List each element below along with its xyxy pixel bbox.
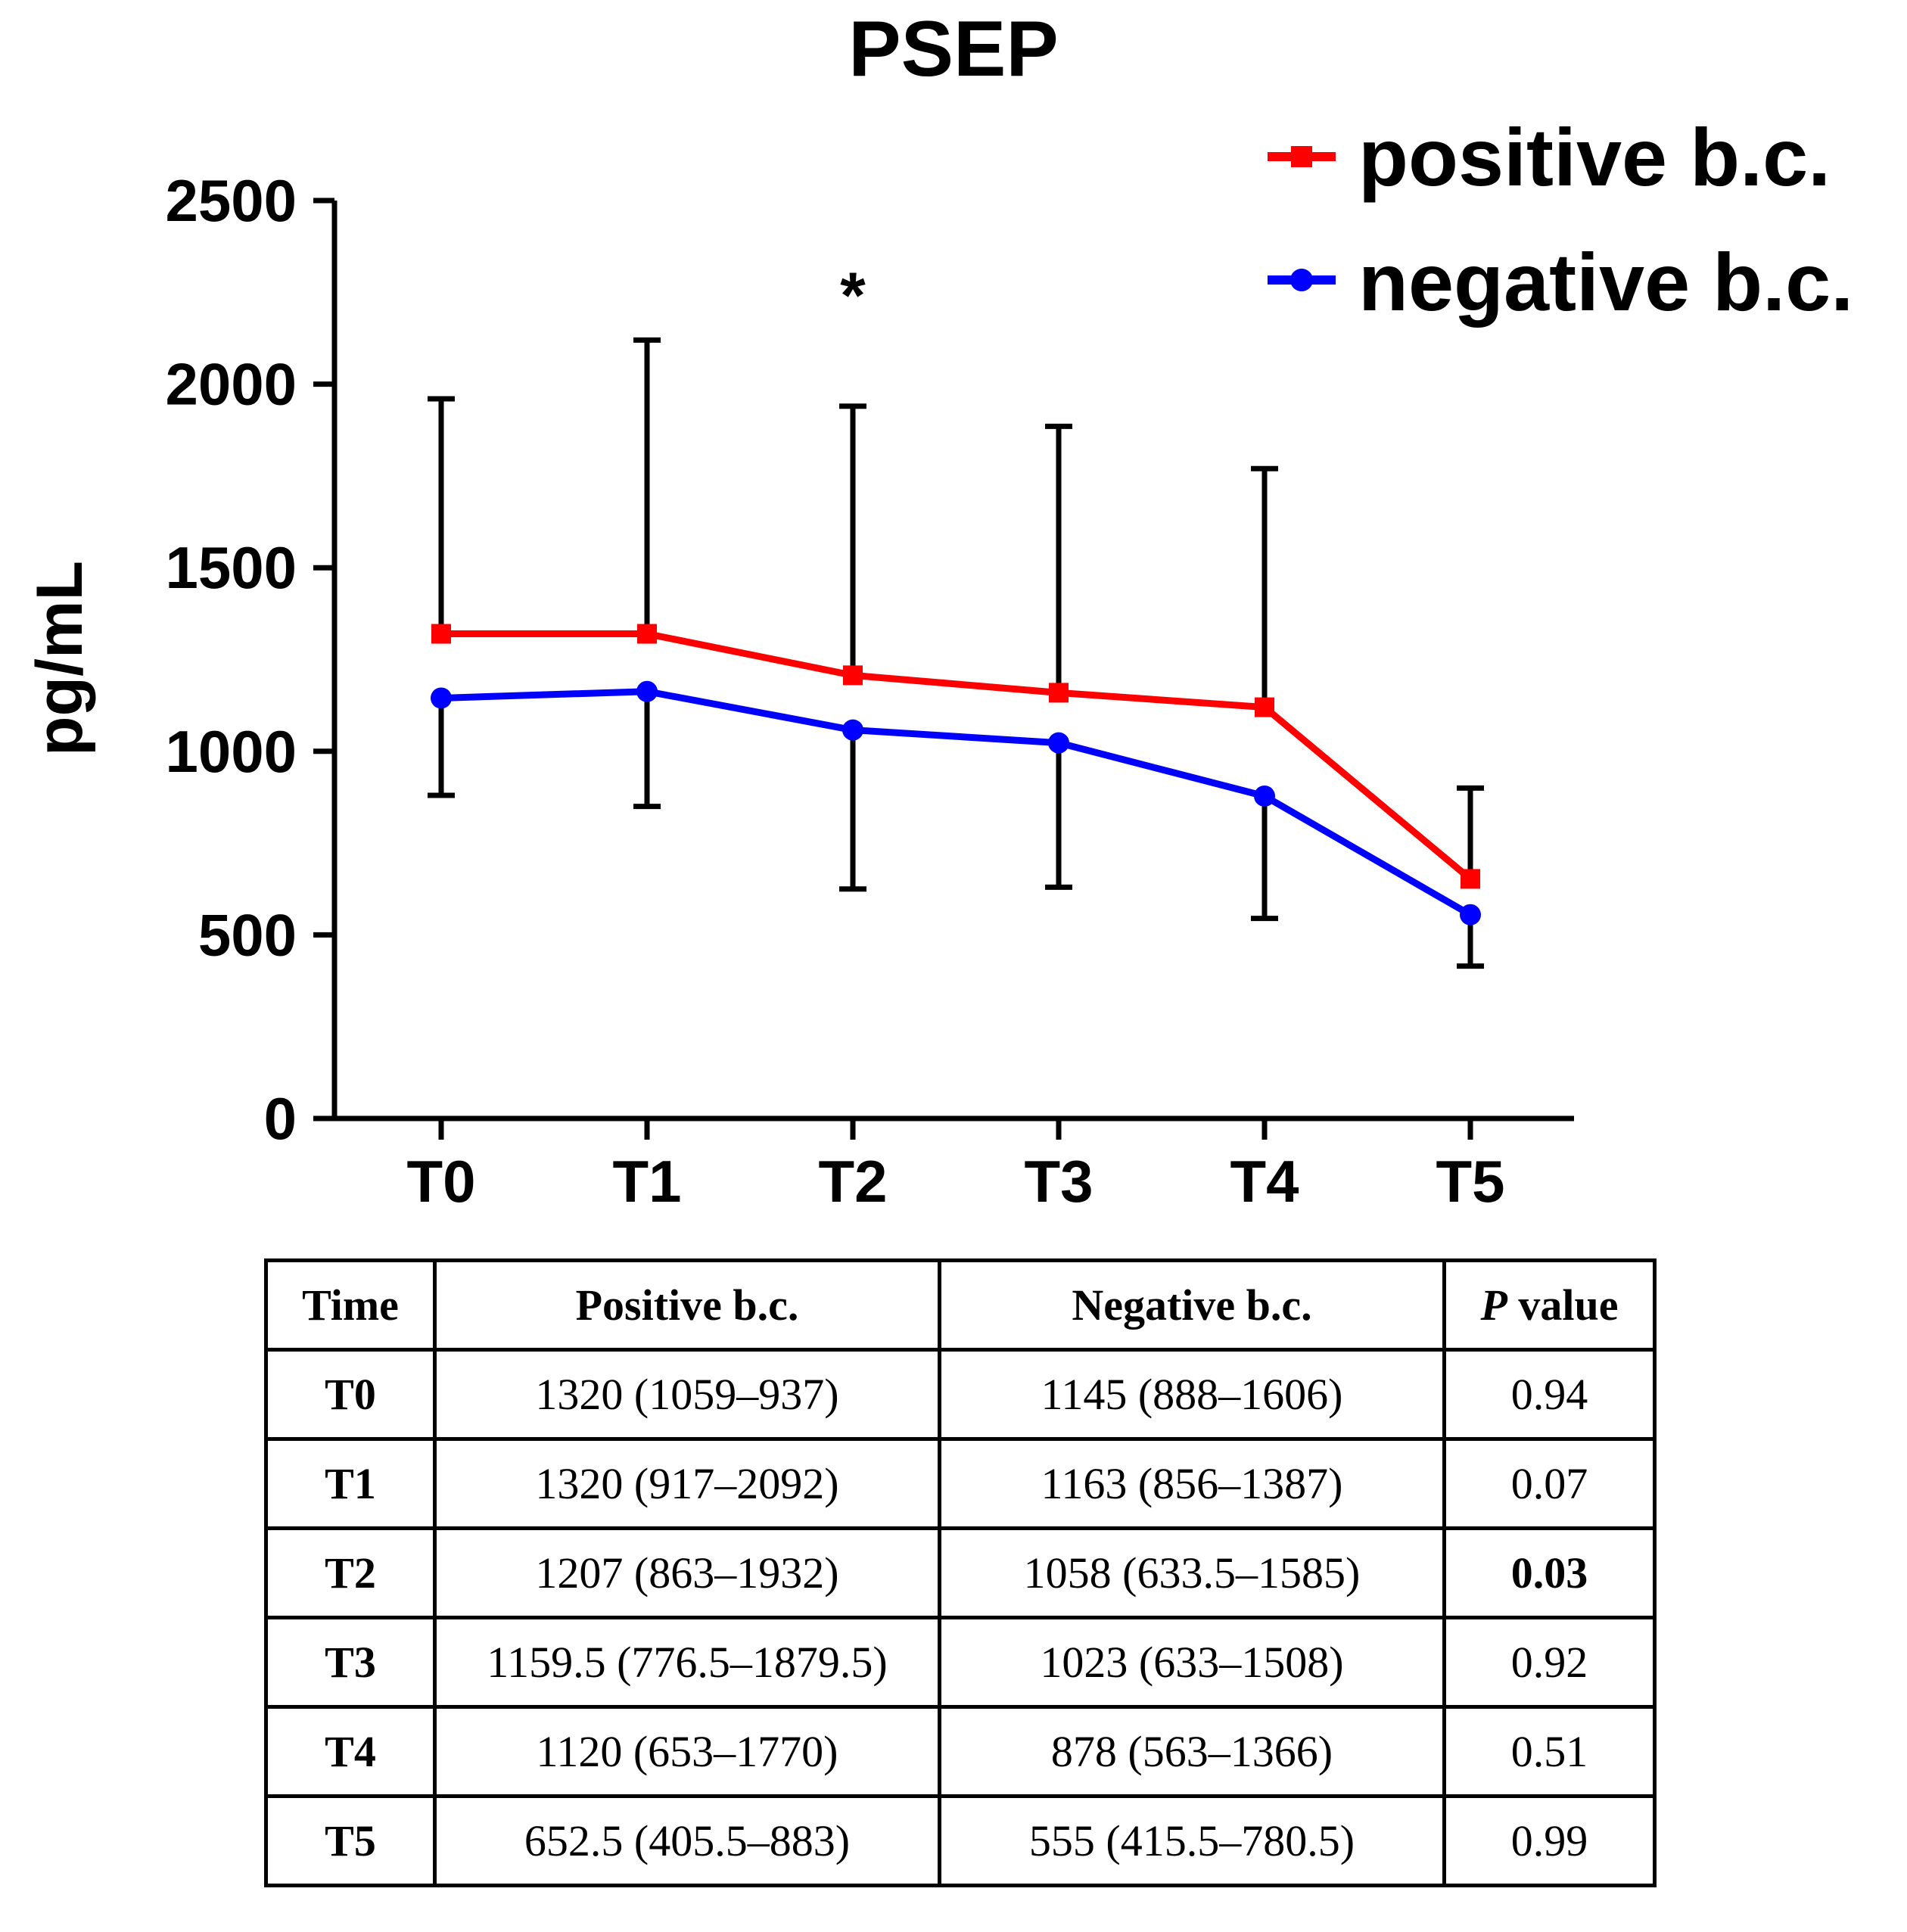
header-p-value: P value (1442, 1258, 1657, 1352)
axes: 0 500 1000 1500 2000 2500 T0 T1 T2 T3 T4 T5 (165, 167, 1574, 1215)
x-tick-label: T4 (1230, 1148, 1299, 1215)
data-point-positive (637, 624, 657, 644)
data-point-positive (1461, 869, 1480, 889)
cell-time: T3 (264, 1616, 437, 1709)
table-row: T1 1320 (917–2092) 1163 (856–1387) 0.07 (264, 1437, 1657, 1530)
cell-time: T1 (264, 1437, 437, 1530)
data-table: Time Positive b.c. Negative b.c. P value… (264, 1258, 1657, 1887)
cell-p-value: 0.07 (1442, 1437, 1657, 1530)
table-row: T3 1159.5 (776.5–1879.5) 1023 (633–1508)… (264, 1616, 1657, 1709)
significance-star: * (840, 260, 866, 332)
series-line-positive (441, 630, 1473, 882)
cell-positive: 1120 (653–1770) (433, 1705, 941, 1798)
header-p-italic: P (1480, 1280, 1507, 1330)
y-tick-label: 1500 (165, 534, 297, 601)
legend-marker-negative (1290, 269, 1313, 291)
series-line-negative (440, 688, 1473, 918)
cell-positive: 1320 (1059–937) (433, 1348, 941, 1441)
data-point-positive (1049, 683, 1069, 703)
legend: positive b.c. negative b.c. (1268, 111, 1853, 328)
header-positive: Positive b.c. (433, 1258, 941, 1352)
cell-time: T5 (264, 1794, 437, 1887)
data-point-negative (1048, 732, 1069, 754)
cell-positive: 1207 (863–1932) (433, 1526, 941, 1619)
data-point-positive (843, 665, 863, 686)
legend-label-positive: positive b.c. (1358, 111, 1831, 203)
table-row: T4 1120 (653–1770) 878 (563–1366) 0.51 (264, 1705, 1657, 1798)
cell-negative: 1145 (888–1606) (938, 1348, 1446, 1441)
table-row: T0 1320 (1059–937) 1145 (888–1606) 0.94 (264, 1348, 1657, 1441)
cell-negative: 1058 (633.5–1585) (938, 1526, 1446, 1619)
series-group (431, 624, 1481, 926)
data-point-negative (431, 687, 452, 709)
header-negative: Negative b.c. (938, 1258, 1446, 1352)
cell-time: T2 (264, 1526, 437, 1619)
cell-p-value: 0.99 (1442, 1794, 1657, 1887)
y-tick-label: 0 (264, 1085, 297, 1152)
cell-p-value: 0.92 (1442, 1616, 1657, 1709)
annotations: * (840, 260, 866, 332)
y-tick-label: 1000 (165, 718, 297, 785)
data-point-negative (636, 680, 658, 702)
legend-label-negative: negative b.c. (1358, 236, 1853, 328)
x-tick-label: T2 (818, 1148, 887, 1215)
cell-time: T4 (264, 1705, 437, 1798)
table-row: T2 1207 (863–1932) 1058 (633.5–1585) 0.0… (264, 1526, 1657, 1619)
header-p-rest: value (1507, 1280, 1619, 1330)
cell-negative: 1163 (856–1387) (938, 1437, 1446, 1530)
table-row: T5 652.5 (405.5–883) 555 (415.5–780.5) 0… (264, 1794, 1657, 1887)
data-point-positive (431, 624, 451, 644)
x-tick-label: T3 (1024, 1148, 1093, 1215)
x-tick-label: T1 (612, 1148, 681, 1215)
data-point-negative (1460, 904, 1481, 926)
chart-title: PSEP (848, 5, 1058, 93)
error-bars (428, 337, 1484, 969)
cell-p-value: 0.51 (1442, 1705, 1657, 1798)
cell-negative: 1023 (633–1508) (938, 1616, 1446, 1709)
legend-marker-positive (1291, 146, 1312, 167)
y-axis-label: pg/mL (23, 561, 96, 756)
x-tick-label: T0 (406, 1148, 475, 1215)
data-point-negative (1254, 785, 1275, 807)
cell-positive: 1320 (917–2092) (433, 1437, 941, 1530)
cell-positive: 652.5 (405.5–883) (433, 1794, 941, 1887)
table-header-row: Time Positive b.c. Negative b.c. P value (264, 1258, 1657, 1352)
y-tick-label: 2000 (165, 351, 297, 418)
y-tick-label: 500 (198, 901, 297, 968)
y-tick-label: 2500 (165, 167, 297, 234)
header-time: Time (264, 1258, 437, 1352)
cell-negative: 878 (563–1366) (938, 1705, 1446, 1798)
cell-positive: 1159.5 (776.5–1879.5) (433, 1616, 941, 1709)
cell-time: T0 (264, 1348, 437, 1441)
data-point-negative (842, 719, 863, 741)
line-chart: PSEP pg/mL positive b.c. negative b.c. 0… (23, 5, 1853, 1215)
cell-p-value: 0.03 (1442, 1526, 1657, 1619)
x-tick-label: T5 (1436, 1148, 1504, 1215)
data-point-positive (1255, 697, 1274, 717)
cell-negative: 555 (415.5–780.5) (938, 1794, 1446, 1887)
cell-p-value: 0.94 (1442, 1348, 1657, 1441)
